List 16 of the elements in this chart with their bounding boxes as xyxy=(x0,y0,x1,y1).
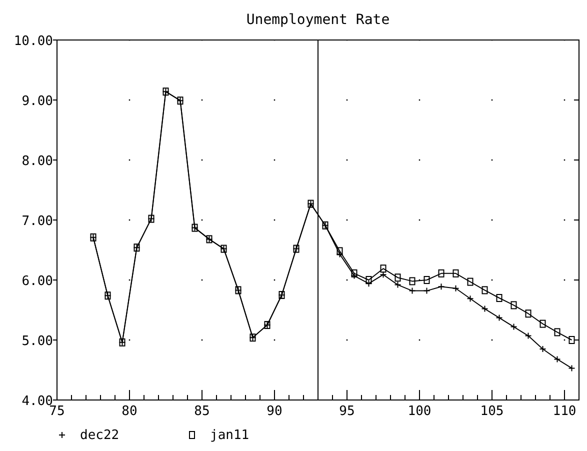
y-tick-label: 10.00 xyxy=(14,34,53,49)
y-tick-label: 8.00 xyxy=(22,154,53,169)
x-tick-label: 80 xyxy=(122,404,138,419)
y-tick-label: 6.00 xyxy=(22,274,53,289)
x-tick-label: 110 xyxy=(552,404,576,419)
x-tick-label: 90 xyxy=(266,404,282,419)
chart-title: Unemployment Rate xyxy=(246,12,390,28)
y-tick-label: 5.00 xyxy=(22,334,53,349)
x-tick-label: 85 xyxy=(194,404,210,419)
x-tick-label: 105 xyxy=(480,404,504,419)
x-tick-label: 95 xyxy=(339,404,355,419)
x-tick-label: 100 xyxy=(408,404,432,419)
y-tick-label: 7.00 xyxy=(22,214,53,229)
legend-label: jan11 xyxy=(210,428,250,443)
legend-label: dec22 xyxy=(80,428,120,443)
y-tick-label: 9.00 xyxy=(22,94,53,109)
